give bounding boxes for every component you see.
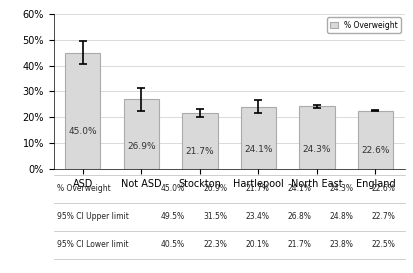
- Bar: [358, 111, 393, 169]
- Bar: [241, 107, 276, 169]
- Bar: [65, 53, 100, 169]
- Text: 26.8%: 26.8%: [287, 212, 311, 221]
- Text: 22.6%: 22.6%: [361, 146, 390, 155]
- Text: 45.0%: 45.0%: [69, 127, 97, 136]
- Text: 24.8%: 24.8%: [330, 212, 354, 221]
- Text: 22.5%: 22.5%: [372, 241, 396, 250]
- Text: 21.7%: 21.7%: [245, 184, 269, 193]
- Bar: [299, 106, 335, 169]
- Bar: [183, 113, 218, 169]
- Text: 26.9%: 26.9%: [127, 143, 156, 152]
- Bar: [124, 99, 159, 169]
- Text: 20.1%: 20.1%: [245, 241, 269, 250]
- Text: 22.3%: 22.3%: [203, 241, 227, 250]
- Text: 23.4%: 23.4%: [245, 212, 269, 221]
- Text: 24.1%: 24.1%: [244, 145, 273, 154]
- Text: 21.7%: 21.7%: [287, 241, 311, 250]
- Text: 31.5%: 31.5%: [203, 212, 227, 221]
- Text: 95% CI Upper limit: 95% CI Upper limit: [57, 212, 129, 221]
- Text: 40.5%: 40.5%: [161, 241, 185, 250]
- Text: 24.1%: 24.1%: [287, 184, 311, 193]
- Text: 24.3%: 24.3%: [330, 184, 354, 193]
- Text: 26.9%: 26.9%: [203, 184, 227, 193]
- Text: 49.5%: 49.5%: [161, 212, 185, 221]
- Text: 23.8%: 23.8%: [330, 241, 354, 250]
- Text: 21.7%: 21.7%: [186, 147, 214, 156]
- Text: 45.0%: 45.0%: [161, 184, 185, 193]
- Legend: % Overweight: % Overweight: [328, 17, 401, 32]
- Text: 22.7%: 22.7%: [372, 212, 396, 221]
- Text: % Overweight: % Overweight: [57, 184, 111, 193]
- Text: 22.6%: 22.6%: [372, 184, 396, 193]
- Text: 24.3%: 24.3%: [303, 145, 331, 154]
- Text: 95% CI Lower limit: 95% CI Lower limit: [57, 241, 129, 250]
